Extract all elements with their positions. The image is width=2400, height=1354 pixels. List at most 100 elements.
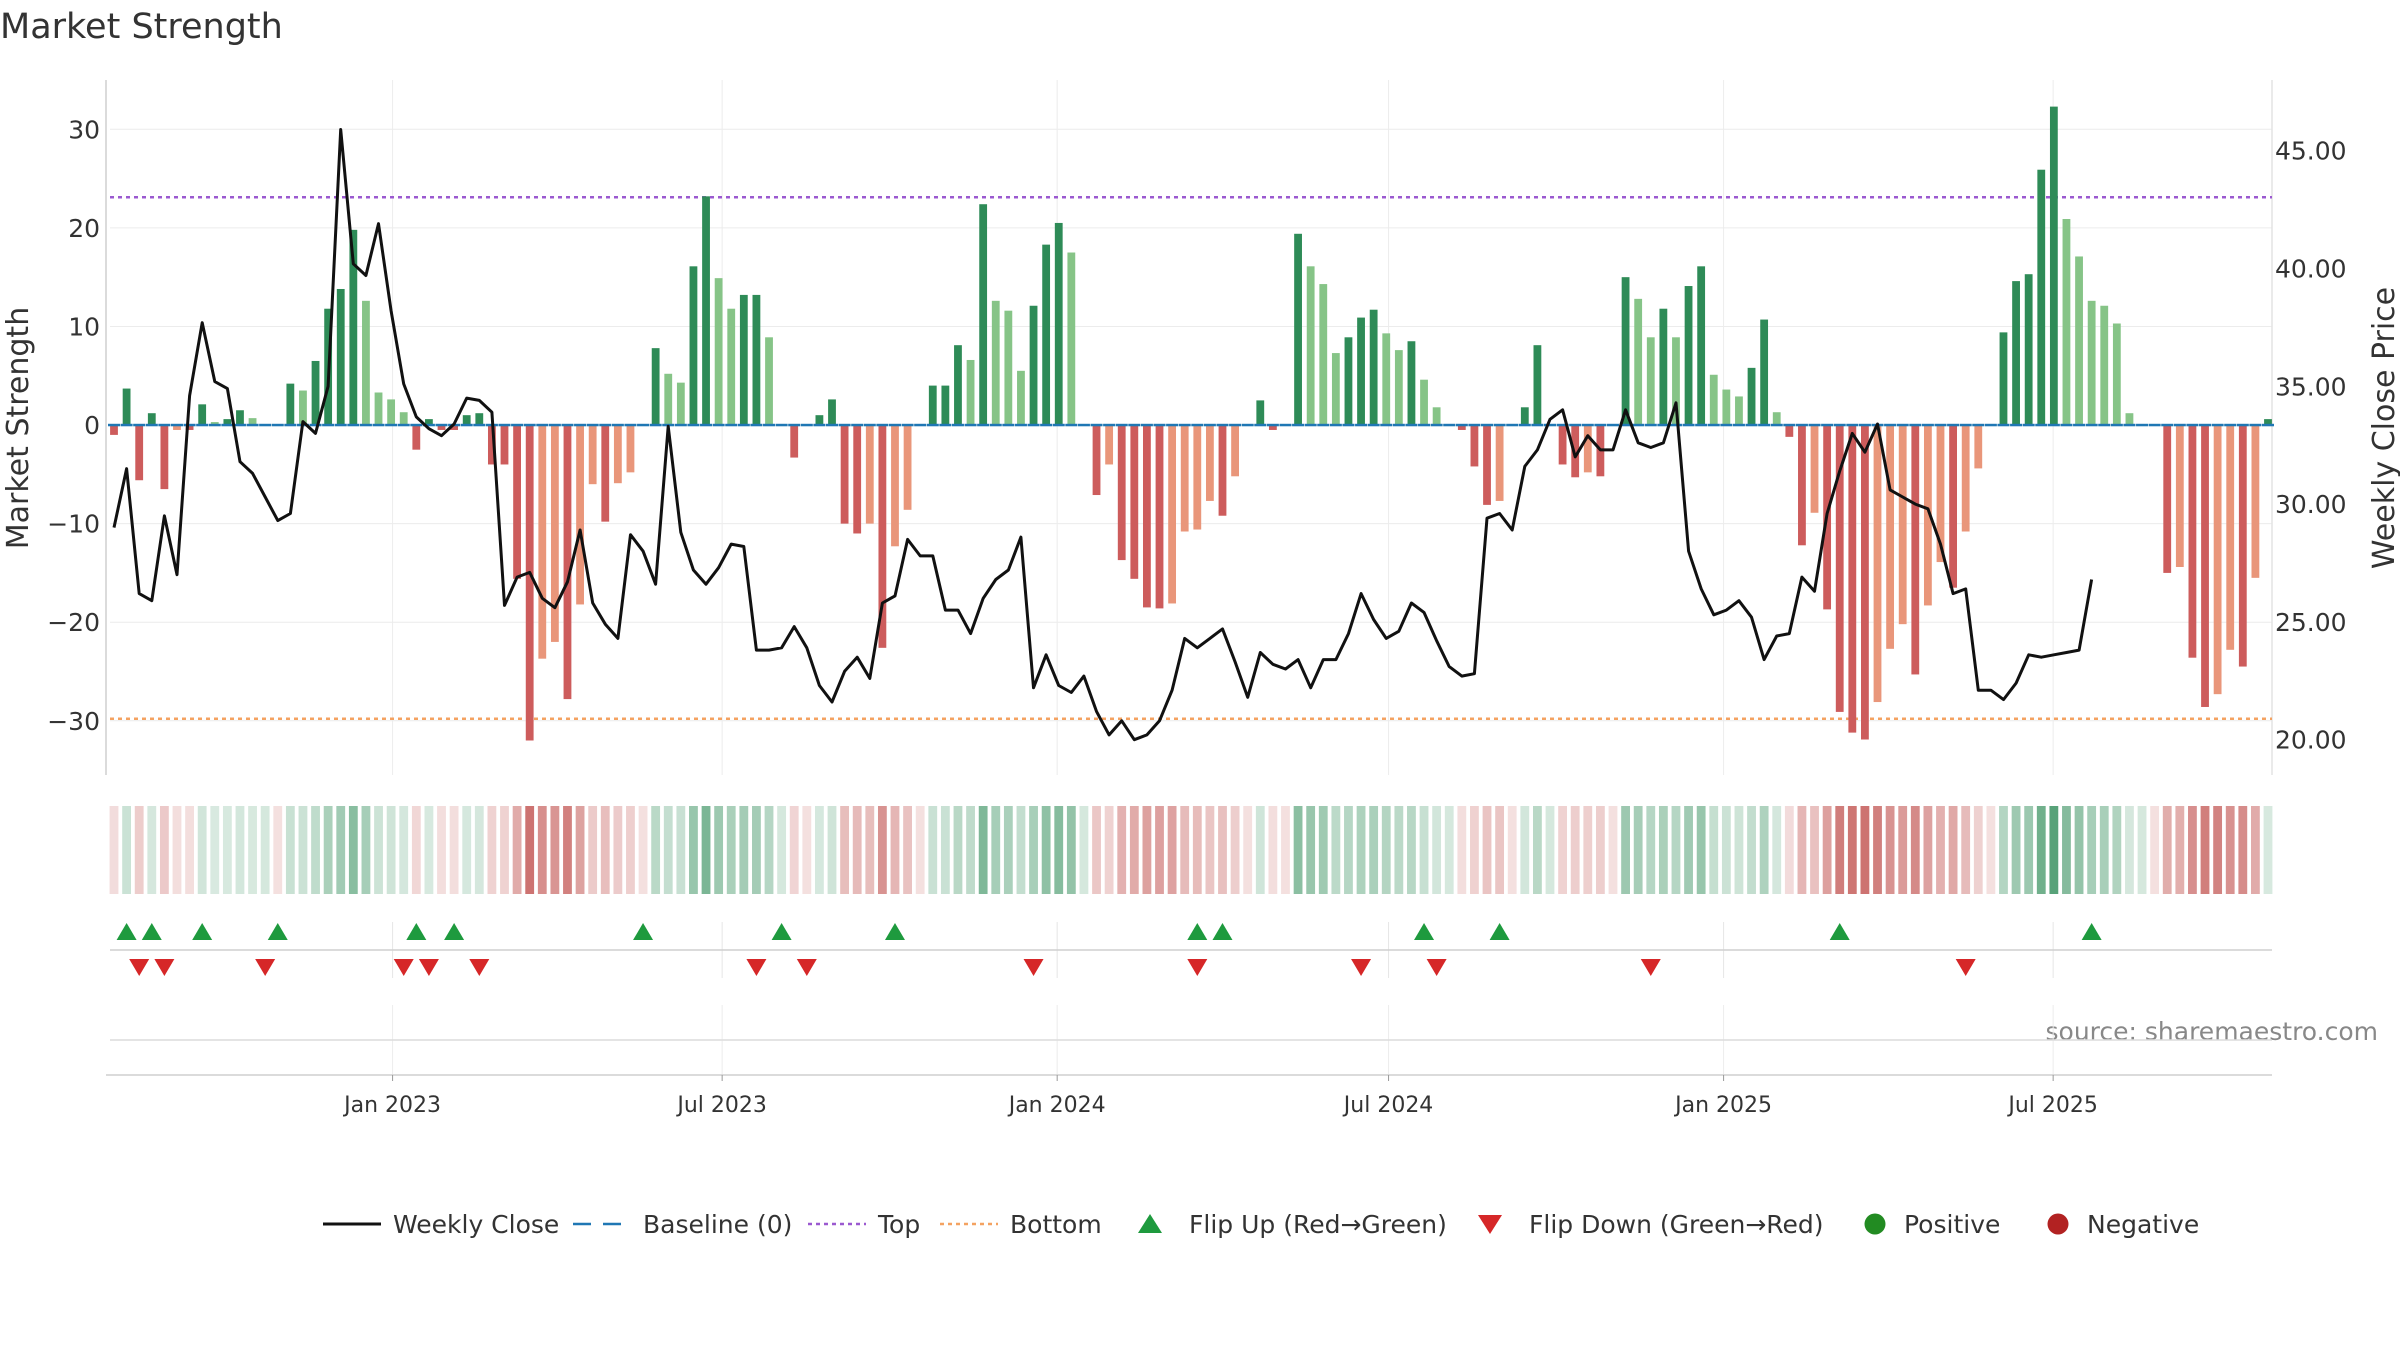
strength-bar [399,412,408,426]
heat-cell [1218,806,1227,894]
strength-bar [752,294,761,426]
strength-bar [2251,425,2260,578]
heat-cell [386,806,396,894]
strength-bar [2087,300,2096,426]
strength-bar [991,300,1000,426]
strength-bar [739,294,748,426]
strength-bar [2037,169,2046,426]
heat-cell [197,806,207,894]
strength-bar [1583,425,1592,473]
strength-bar [1432,407,1441,426]
heat-cell [537,806,547,894]
heat-cell [1973,806,1983,894]
heat-cell [1205,806,1215,894]
strength-bar [2238,425,2247,667]
y-ticks: 30 20 10 0 −10 −20 −30 [47,115,100,735]
y-tick-label: 0 [84,411,100,440]
strength-bar [311,360,320,426]
flip-up-marker [884,923,905,940]
strength-bar [1306,266,1315,426]
heat-cell [437,806,446,894]
flip-up-marker [1187,923,1208,940]
y-tick-label: 20 [68,214,100,243]
source-text: source: sharemaestro.com [2046,1017,2379,1046]
heat-cell [487,806,497,894]
heat-cell [2263,806,2273,894]
strength-bar [1155,425,1164,609]
flip-down-marker [393,959,414,976]
grid-lines [110,80,2272,775]
strength-bar [1709,374,1718,426]
heat-cell [1041,806,1051,894]
heat-cell [348,806,358,894]
heat-cell [651,806,661,894]
heat-cell [2011,806,2021,894]
heat-cell [1243,806,1253,894]
heat-cell [1671,806,1681,894]
heat-cell [1293,806,1303,894]
y-axis-label: Market Strength [1,307,36,549]
legend-swatch-negative [2047,1213,2069,1235]
heat-cell [500,806,509,894]
heat-cell [966,806,975,894]
heat-cell [953,806,963,894]
strength-bar [500,425,509,465]
heat-cell [1167,806,1177,894]
strength-bar [1911,425,1920,675]
heat-cell [1621,806,1630,894]
y2-tick-label: 30.00 [2275,490,2347,519]
heat-cell [978,806,988,894]
heat-cell [2062,806,2071,894]
y-tick-label: −30 [47,707,100,736]
strength-bar [601,425,610,522]
strength-bar [147,413,156,426]
strength-bar [1936,425,1945,563]
heat-cell [827,806,837,894]
strength-bar [1407,341,1416,426]
heat-cell [1344,806,1353,894]
x-tick-label: Jul 2023 [675,1093,767,1118]
strength-bar [450,425,459,430]
heat-cell [147,806,157,894]
heat-cell [940,806,950,894]
strength-bar [664,373,673,426]
heat-cell [1029,806,1038,894]
strength-bar [210,422,219,426]
strength-bar [412,425,421,450]
heat-cell [613,806,623,894]
strength-bar [475,413,484,426]
strength-bar [2012,281,2020,426]
strength-bar [1054,222,1063,426]
strength-bar [878,425,887,648]
x-tick-label: Jul 2024 [1342,1093,1434,1118]
heat-cell [1873,806,1882,894]
heat-cell [1331,806,1341,894]
heat-cell [1281,806,1290,894]
strength-heat-strip [109,806,2273,894]
strength-bar [1143,425,1151,608]
legend-label-flip-up: Flip Up (Red→Green) [1189,1210,1447,1239]
flip-down-marker [1426,959,1447,976]
heat-cell [2188,806,2197,894]
heat-cell [814,806,824,894]
heat-cell [1923,806,1933,894]
strength-bar [2125,413,2134,426]
flip-down-marker [129,959,150,976]
y-tick-label: −20 [47,608,100,637]
heat-cell [789,806,799,894]
strength-bar [299,390,307,426]
y2-tick-label: 35.00 [2275,372,2347,401]
strength-bar [1067,252,1076,426]
y2-ticks: 45.00 40.00 35.00 30.00 25.00 20.00 [2275,137,2347,755]
strength-bar [1558,425,1567,465]
heat-cell [1961,806,1971,894]
heat-cell [1230,806,1240,894]
heat-cell [1117,806,1127,894]
strength-bar [286,383,295,426]
heat-cell [1709,806,1719,894]
strength-bar [173,425,181,430]
heat-cell [411,806,421,894]
heat-cell [235,806,245,894]
strength-bar [865,425,874,524]
strength-bar [1722,389,1731,426]
